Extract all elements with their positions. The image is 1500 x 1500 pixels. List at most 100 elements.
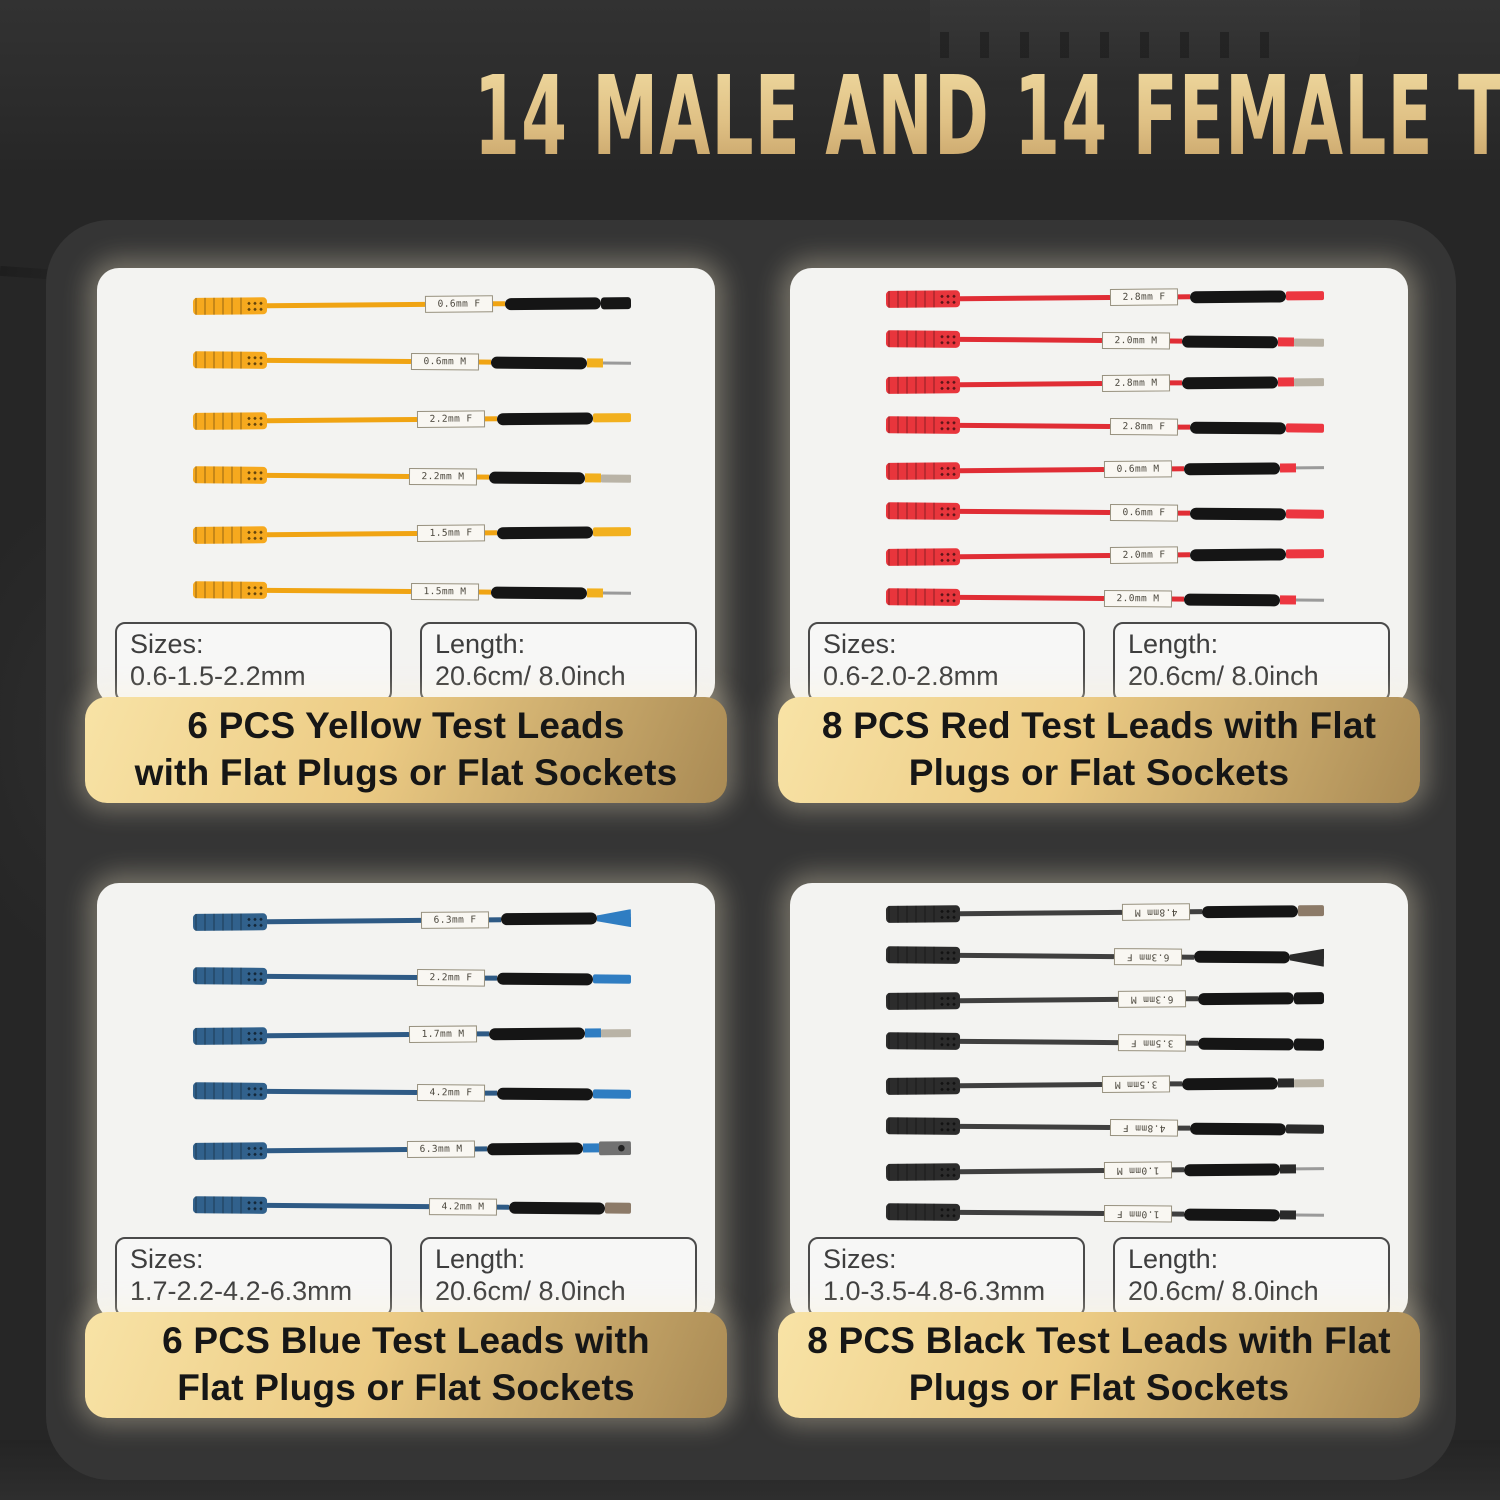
test-lead-row: 0.6mm M [885, 459, 1325, 480]
lead-wire [1189, 909, 1203, 915]
caption-line-2: Plugs or Flat Sockets [908, 1367, 1290, 1408]
test-lead-row: 3.5mm F [885, 1031, 1325, 1052]
connector-barrel [885, 416, 961, 434]
lead-wire [1171, 1167, 1185, 1173]
connector-barrel [192, 466, 268, 485]
lead-wire [266, 1202, 430, 1209]
caption-line-1: 6 PCS Yellow Test Leads [187, 705, 625, 747]
terminal-tip-flat [592, 1088, 632, 1099]
connector-barrel [192, 1027, 268, 1046]
size-label-chip: 3.5mm M [1101, 1075, 1171, 1094]
size-label-chip: 2.8mm F [1109, 288, 1179, 306]
sizes-value: 0.6-1.5-2.2mm [130, 660, 306, 691]
size-label-chip: 0.6mm M [1103, 460, 1173, 479]
size-label-chip: 1.5mm M [410, 582, 480, 601]
lead-wire [484, 975, 498, 981]
caption-line-1: 8 PCS Red Test Leads with Flat [821, 705, 1377, 747]
connector-barrel [885, 1203, 961, 1221]
terminal-tip-pin [586, 358, 632, 368]
size-label-chip: 1.5mm F [416, 524, 486, 543]
size-label-chip: 2.2mm M [408, 468, 478, 486]
terminal-tip-blade [1277, 377, 1325, 387]
length-box: Length: 20.6cm/ 8.0inch [420, 1237, 697, 1317]
size-label-chip: 6.3mm F [1113, 947, 1183, 965]
tip-end [1290, 948, 1324, 966]
test-lead-row: 0.6mm M [192, 351, 632, 372]
heatshrink-sleeve [488, 1027, 586, 1041]
heatshrink-sleeve [490, 585, 588, 599]
terminal-tip-socket [582, 1140, 632, 1155]
size-label-chip: 2.0mm F [1109, 546, 1179, 564]
size-label-chip: 4.8mm M [1121, 903, 1191, 921]
size-label-chip: 2.0mm M [1103, 589, 1173, 608]
size-label-chip: 3.5mm F [1117, 1033, 1187, 1052]
test-lead-row: 4.8mm M [885, 902, 1325, 923]
tip-segment [584, 1028, 602, 1038]
size-label-chip: 4.2mm M [428, 1197, 498, 1216]
tip-end [602, 361, 632, 366]
caption-line-2: Flat Plugs or Flat Sockets [177, 1367, 635, 1408]
terminal-tip-flat [592, 527, 632, 537]
heatshrink-sleeve [1197, 991, 1295, 1005]
connector-barrel [885, 1117, 961, 1136]
size-label-chip: 6.3mm M [1117, 989, 1187, 1008]
test-lead-row: 4.8mm F [885, 1117, 1325, 1138]
test-lead-row: 2.2mm M [192, 466, 632, 486]
lead-wire [959, 909, 1123, 917]
connector-barrel [192, 912, 268, 931]
test-lead-row: 2.8mm M [885, 373, 1325, 394]
size-label-chip: 1.0mm F [1103, 1205, 1173, 1223]
terminal-tip-pin [1279, 1210, 1325, 1220]
tip-end [597, 909, 631, 927]
terminal-tip-flat [592, 974, 632, 984]
terminal-tip-blade [1277, 1078, 1325, 1088]
tip-end [600, 296, 632, 310]
connector-barrel [192, 526, 268, 545]
tip-end [600, 1028, 632, 1038]
heatshrink-sleeve [1181, 375, 1279, 389]
lead-wire [1185, 995, 1199, 1001]
test-lead-row: 0.6mm F [885, 502, 1325, 522]
lead-stack: 0.6mm F 0.6mm M 2.2mm F 2.2mm M 1.5mm F 1.5mm… [97, 268, 715, 620]
connector-barrel [885, 905, 961, 923]
tip-end [592, 412, 632, 423]
tip-end [1285, 1124, 1325, 1135]
heatshrink-sleeve [508, 1201, 606, 1214]
heatshrink-sleeve [488, 471, 586, 484]
length-value: 20.6cm/ 8.0inch [1128, 660, 1319, 691]
test-lead-row: 6.3mm M [192, 1139, 632, 1160]
lead-wire [266, 1146, 408, 1153]
lead-wire [1169, 1081, 1183, 1087]
connector-barrel [192, 297, 268, 316]
tip-end [1293, 1079, 1325, 1088]
size-label-chip: 1.0mm M [1103, 1161, 1173, 1180]
heatshrink-sleeve [1189, 289, 1287, 303]
tip-end [1295, 598, 1325, 602]
heatshrink-sleeve [496, 526, 594, 540]
tip-end [1295, 1167, 1325, 1171]
connector-barrel [885, 1163, 961, 1182]
lead-wire [266, 416, 418, 424]
length-value: 20.6cm/ 8.0inch [435, 660, 626, 691]
connector-barrel [885, 462, 961, 480]
terminal-tip-blade [584, 473, 632, 483]
length-label: Length: [435, 1244, 526, 1274]
lead-wire [959, 1209, 1105, 1217]
test-lead-row: 6.3mm F [885, 945, 1324, 966]
lead-wire [266, 587, 412, 594]
product-panel-black: 4.8mm M 6.3mm F 6.3mm M 3.5mm F 3.5mm M 4.8mm… [778, 883, 1420, 1418]
lead-wire [476, 1031, 490, 1037]
tip-end [1285, 291, 1325, 301]
terminal-tip-cap [1293, 991, 1325, 1004]
test-lead-row: 1.5mm M [192, 581, 632, 601]
lead-wire [476, 474, 490, 480]
heatshrink-sleeve [504, 297, 602, 310]
tip-segment [1279, 595, 1297, 605]
size-label-chip: 0.6mm F [424, 295, 494, 314]
size-label-chip: 0.6mm M [410, 353, 480, 372]
lead-wire [1169, 338, 1183, 344]
heatshrink-sleeve [500, 912, 598, 926]
photo-panel: 2.8mm F 2.0mm M 2.8mm M 2.8mm F 0.6mm M 0.6mm… [790, 268, 1408, 705]
sizes-label: Sizes: [823, 629, 897, 659]
tip-end [1285, 509, 1325, 519]
